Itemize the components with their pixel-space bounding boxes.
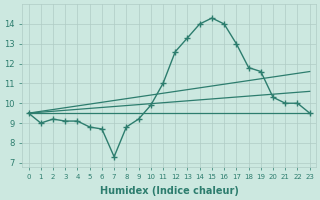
X-axis label: Humidex (Indice chaleur): Humidex (Indice chaleur) [100,186,239,196]
